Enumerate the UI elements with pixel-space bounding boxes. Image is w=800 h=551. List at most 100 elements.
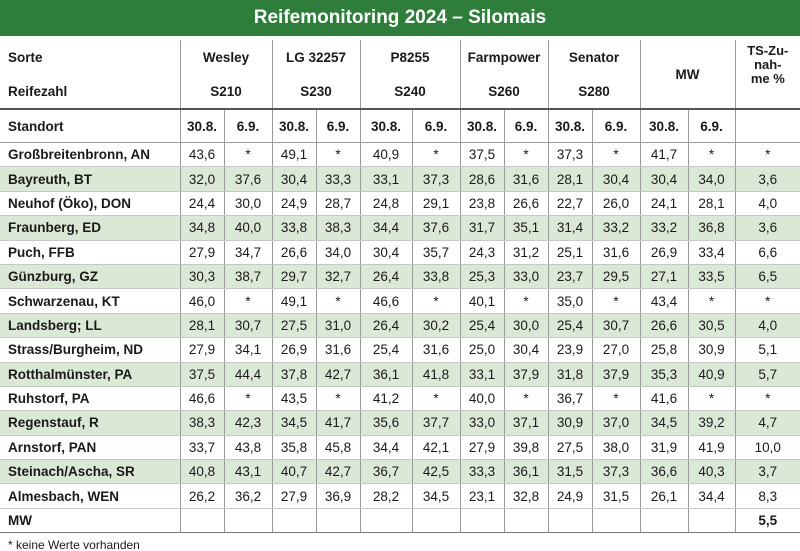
value-cell: 35,8 [271, 435, 316, 461]
value-cell: * [315, 386, 361, 412]
reifezahl: S240 [359, 74, 461, 110]
value-cell: 4,0 [734, 313, 800, 339]
location: Landsberg; LL [0, 313, 180, 339]
value-cell: 26,4 [359, 313, 413, 339]
variety-name: LG 32257 [271, 40, 361, 74]
value-cell: * [503, 288, 549, 314]
value-cell: 40,9 [687, 362, 736, 387]
value-cell: 41,6 [639, 386, 689, 412]
value-cell: 43,4 [639, 288, 689, 314]
table-row: Günzburg, GZ 30,3 38,7 29,7 32,7 26,4 33,8 25,3… [0, 264, 800, 290]
value-cell: 30,4 [359, 240, 413, 265]
value-cell: 34,7 [223, 240, 272, 265]
value-cell: 27,9 [271, 483, 316, 509]
value-cell: * [315, 142, 361, 168]
value-cell: 27,1 [639, 264, 689, 290]
value-cell: 30,0 [503, 313, 549, 339]
location: Schwarzenau, KT [0, 288, 180, 314]
reifezahl: S280 [547, 74, 641, 110]
value-cell: 27,9 [459, 435, 505, 461]
reifezahl: S210 [179, 74, 272, 110]
table-row: MW 5,5 [0, 508, 800, 534]
value-cell: 26,9 [271, 337, 316, 363]
value-cell: 34,5 [411, 483, 461, 509]
value-cell: 30,7 [591, 313, 641, 339]
location: Almesbach, WEN [0, 483, 180, 509]
value-cell: 37,3 [547, 142, 593, 168]
value-cell: 36,9 [315, 483, 361, 509]
variety-name: P8255 [359, 40, 461, 74]
empty-cell [411, 508, 461, 534]
value-cell: 10,0 [734, 435, 800, 461]
value-cell: 33,1 [459, 362, 505, 387]
value-cell: 33,8 [411, 264, 461, 290]
value-cell: 40,3 [687, 459, 736, 485]
value-cell: * [223, 386, 272, 412]
value-cell: * [503, 386, 549, 412]
value-cell: 46,0 [179, 288, 224, 314]
location: Großbreitenbronn, AN [0, 142, 180, 168]
location: Rotthalmünster, PA [0, 362, 180, 387]
value-cell: * [411, 386, 461, 412]
ts-header: TS-Zu-nah-me % [734, 40, 800, 110]
variety-name: Farmpower [459, 40, 549, 74]
value-cell: 30,2 [411, 313, 461, 339]
value-cell: * [687, 142, 736, 168]
table-row: Ruhstorf, PA 46,6 * 43,5 * 41,2 * 40,0 * 36,7 * 41,… [0, 386, 800, 412]
value-cell: 37,9 [503, 362, 549, 387]
value-cell: 44,4 [223, 362, 272, 387]
variety-name: Wesley [179, 40, 272, 74]
value-cell: 24,1 [639, 191, 689, 217]
header-cell: Reifezahl [0, 74, 180, 110]
value-cell: * [734, 386, 800, 412]
value-cell: 30,9 [547, 410, 593, 436]
date-header: 30.8. [639, 109, 689, 143]
value-cell: 34,0 [315, 240, 361, 265]
value-cell: 46,6 [359, 288, 413, 314]
value-cell: 27,5 [271, 313, 316, 339]
value-cell: 37,3 [591, 459, 641, 485]
value-cell: 27,9 [179, 240, 224, 265]
value-cell: 37,5 [179, 362, 224, 387]
table-row: Landsberg; LL 28,1 30,7 27,5 31,0 26,4 30,2 25,… [0, 313, 800, 339]
value-cell: 36,1 [503, 459, 549, 485]
value-cell: 31,0 [315, 313, 361, 339]
value-cell: 41,7 [639, 142, 689, 168]
value-cell: 31,6 [411, 337, 461, 363]
value-cell: 25,0 [459, 337, 505, 363]
value-cell: 26,6 [503, 191, 549, 217]
value-cell: 25,8 [639, 337, 689, 363]
value-cell: * [411, 288, 461, 314]
value-cell: 23,8 [459, 191, 505, 217]
value-cell: 6,6 [734, 240, 800, 265]
value-cell: 29,7 [271, 264, 316, 290]
value-cell: 26,4 [359, 264, 413, 290]
location: Günzburg, GZ [0, 264, 180, 290]
value-cell: 28,6 [459, 166, 505, 192]
ts-header-line: me % [750, 71, 785, 86]
value-cell: 27,0 [591, 337, 641, 363]
value-cell: 25,4 [459, 313, 505, 339]
value-cell: 43,1 [223, 459, 272, 485]
value-cell: 41,9 [687, 435, 736, 461]
value-cell: 42,1 [411, 435, 461, 461]
value-cell: 29,5 [591, 264, 641, 290]
value-cell: 30,4 [639, 166, 689, 192]
value-cell: 38,7 [223, 264, 272, 290]
table-row: Almesbach, WEN 26,2 36,2 27,9 36,9 28,2 34,5 23… [0, 483, 800, 509]
value-cell: 49,1 [271, 142, 316, 168]
empty-cell [734, 109, 800, 143]
value-cell: * [591, 288, 641, 314]
value-cell: 3,6 [734, 215, 800, 241]
location: Bayreuth, BT [0, 166, 180, 192]
value-cell: 4,7 [734, 410, 800, 436]
value-cell: 36,2 [223, 483, 272, 509]
value-cell: 39,2 [687, 410, 736, 436]
value-cell: 37,6 [223, 166, 272, 192]
table: Sorte Wesley LG 32257 P8255 Farmpower Senator… [0, 40, 800, 534]
value-cell: 38,3 [315, 215, 361, 241]
value-cell: 33,1 [359, 166, 413, 192]
value-cell: 40,0 [459, 386, 505, 412]
table-row: Rotthalmünster, PA 37,5 44,4 37,8 42,7 36,1 41… [0, 362, 800, 387]
